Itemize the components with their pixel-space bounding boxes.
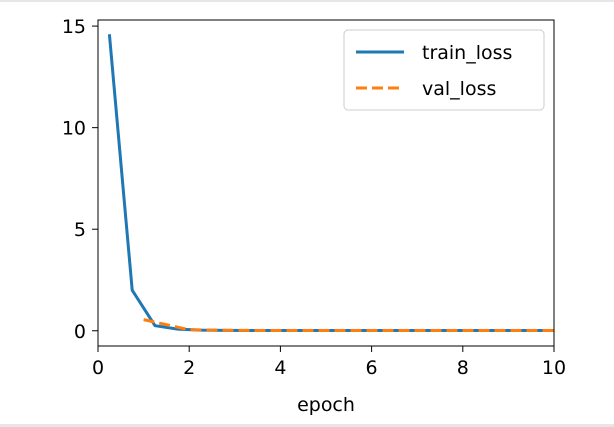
y-tick-label: 0 xyxy=(74,321,86,343)
x-axis-label: epoch xyxy=(297,394,355,416)
series-layer xyxy=(107,34,554,333)
y-tick-label: 15 xyxy=(62,16,86,38)
y-axis-ticks: 0 5 10 15 xyxy=(62,16,98,343)
x-tick-label: 2 xyxy=(183,357,195,379)
legend: train_loss val_loss xyxy=(343,29,545,111)
x-tick-label: 6 xyxy=(366,357,378,379)
x-tick-label: 4 xyxy=(274,357,286,379)
x-tick-label: 10 xyxy=(542,357,566,379)
series-line-val-loss xyxy=(143,318,554,333)
legend-label-train-loss: train_loss xyxy=(422,42,512,64)
legend-label-val-loss: val_loss xyxy=(422,78,496,100)
top-border-strip xyxy=(0,0,614,2)
x-tick-label: 8 xyxy=(457,357,469,379)
bottom-border-strip xyxy=(0,424,614,427)
legend-box xyxy=(343,29,545,111)
x-axis-ticks: 0 2 4 6 8 10 xyxy=(92,346,566,379)
y-tick-label: 5 xyxy=(74,219,86,241)
y-tick-label: 10 xyxy=(62,118,86,140)
axes-frame xyxy=(97,19,555,347)
x-tick-label: 0 xyxy=(92,357,104,379)
